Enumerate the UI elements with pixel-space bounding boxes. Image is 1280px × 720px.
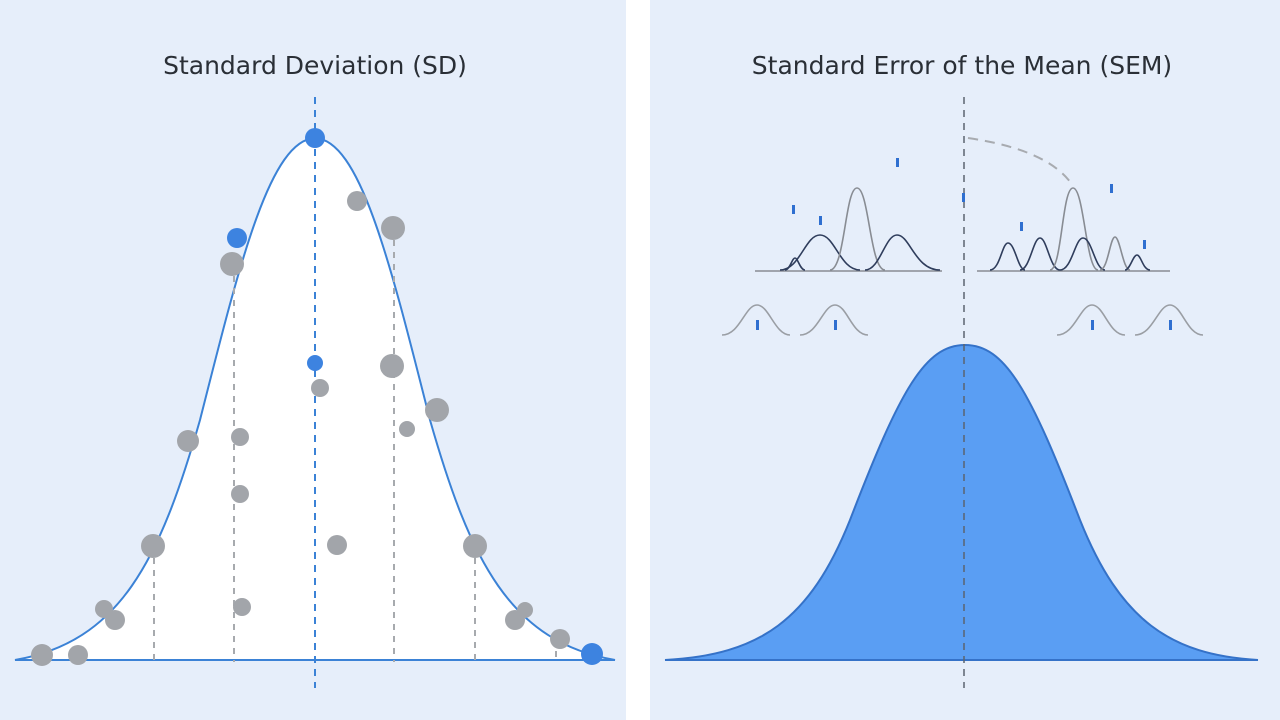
sample-means (1169, 320, 1172, 330)
data-points (381, 216, 405, 240)
data-points (31, 644, 53, 666)
sample-means (756, 158, 1172, 330)
data-points (105, 610, 125, 630)
sample-curves (721, 187, 1204, 336)
sample-curves (1019, 237, 1061, 271)
sample-curves (779, 234, 861, 271)
sample-curves (829, 187, 886, 271)
sample-means (792, 205, 795, 214)
data-points (327, 535, 347, 555)
sample-means (1143, 240, 1146, 249)
highlight-points (305, 128, 325, 148)
sample-curves (1056, 304, 1126, 336)
sample-means (1020, 222, 1023, 231)
data-points (220, 252, 244, 276)
connector-arc (967, 137, 1074, 187)
highlight-points (307, 355, 323, 371)
sample-curves (1059, 237, 1106, 271)
highlight-points (227, 228, 247, 248)
highlight-points (581, 643, 603, 665)
sample-curves (1134, 304, 1204, 336)
data-points (425, 398, 449, 422)
sample-means (756, 320, 759, 330)
sample-curves (864, 234, 941, 271)
panel-title: Standard Error of the Mean (SEM) (752, 51, 1172, 80)
sample-curves (1099, 236, 1131, 271)
panel-title: Standard Deviation (SD) (163, 51, 467, 80)
data-points (141, 534, 165, 558)
data-points (463, 534, 487, 558)
sample-means (962, 193, 965, 202)
sample-means (1091, 320, 1094, 330)
sample-curves (799, 304, 869, 336)
data-points (231, 428, 249, 446)
data-points (347, 191, 367, 211)
data-points (399, 421, 415, 437)
sample-means (896, 158, 899, 167)
data-points (517, 602, 533, 618)
data-points (550, 629, 570, 649)
sample-curves (1049, 187, 1099, 271)
highlight-points (227, 128, 603, 665)
data-points (233, 598, 251, 616)
data-points (311, 379, 329, 397)
sample-curves (989, 242, 1026, 271)
sample-means (819, 216, 822, 225)
data-points (68, 645, 88, 665)
sampling-distribution (664, 343, 1259, 661)
data-points (31, 191, 570, 666)
data-points (380, 354, 404, 378)
sample-means (834, 320, 837, 330)
sample-curves (721, 304, 791, 336)
data-points (231, 485, 249, 503)
sample-curves (784, 257, 806, 271)
data-points (177, 430, 199, 452)
sample-means (1110, 184, 1113, 193)
sample-curves (1124, 254, 1151, 271)
